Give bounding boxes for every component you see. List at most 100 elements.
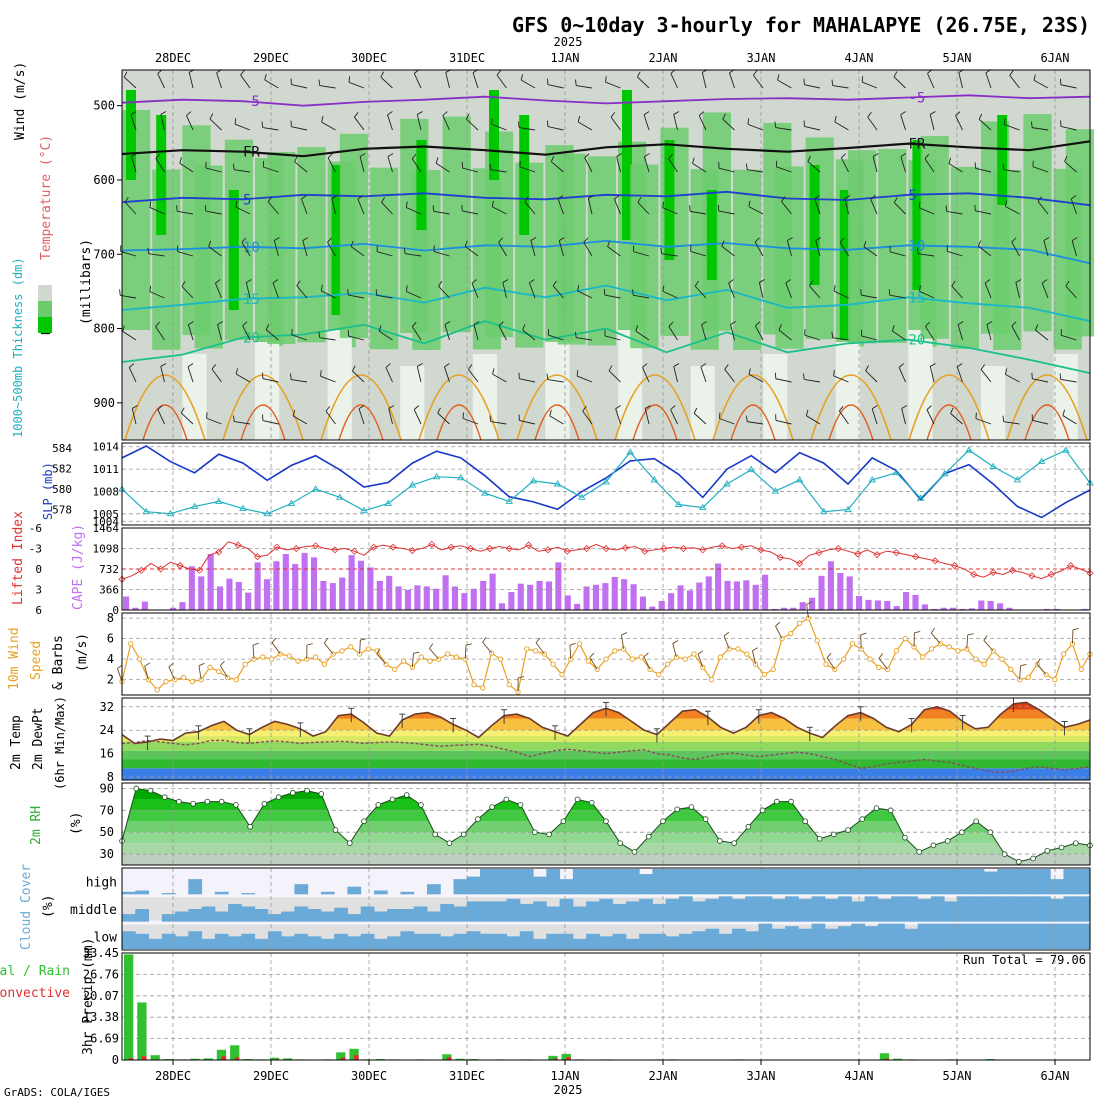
wind-barb	[927, 73, 935, 89]
wind-barb	[491, 123, 507, 131]
wind-barb	[748, 206, 764, 215]
wind-barb	[809, 285, 821, 299]
rh-shade-mid	[297, 147, 326, 343]
cloud-bar-middle	[294, 906, 309, 922]
wind-barb	[728, 282, 735, 299]
wind-barb	[693, 412, 707, 425]
cape-bar	[188, 566, 195, 610]
rh-marker	[1072, 840, 1079, 846]
surface-temp-contour	[730, 404, 776, 441]
cloud-bar-middle	[692, 901, 706, 922]
wind-barb-flag	[358, 405, 365, 410]
wind-barb-flag	[131, 153, 137, 158]
wind-barb	[267, 201, 279, 215]
wind-barb	[206, 417, 222, 425]
cape-bar	[790, 607, 797, 610]
cape-bar	[921, 604, 928, 610]
wind-barb-flag	[444, 321, 451, 326]
date-tick-bottom: 28DEC	[155, 1069, 191, 1083]
cloud-bar-middle	[188, 909, 203, 922]
rh-legend-swatch	[38, 285, 52, 301]
cloud-bar-middle	[413, 906, 428, 922]
wind-barb-flag	[929, 111, 936, 115]
cloud-bar-middle	[625, 901, 640, 922]
wind-barb	[975, 418, 992, 425]
wind-barb	[188, 72, 194, 89]
cloud-bar-high	[705, 869, 720, 895]
wind-barb	[406, 207, 422, 215]
surface-temp-contour	[516, 374, 598, 441]
precip-convective-bar	[446, 1057, 452, 1060]
cloud-layer-label: middle	[70, 903, 117, 918]
rh-shade-light	[835, 342, 860, 440]
thickness-tick-label: 580	[52, 483, 72, 496]
wind-barb	[668, 158, 678, 173]
wind-barb-flag	[444, 363, 450, 368]
panel-frame	[121, 442, 1091, 526]
rh-marker	[845, 827, 851, 833]
wind-speed-marker	[559, 671, 565, 678]
wind-speed-marker	[524, 646, 530, 652]
wind-barb-flag	[464, 240, 468, 247]
wind-barb	[464, 246, 479, 257]
rh-marker	[503, 796, 510, 803]
cloud-bar-low	[1063, 923, 1078, 949]
cloud-bar-low	[546, 933, 561, 949]
cloud-bar-middle	[559, 898, 574, 922]
wind-barb	[437, 412, 450, 425]
thickness-marker	[578, 493, 586, 500]
wind-barb-flag	[610, 112, 616, 118]
cape-bar	[752, 584, 759, 610]
cape-bar	[780, 607, 787, 610]
precip-total-bar	[283, 1058, 293, 1060]
wind-barb	[692, 163, 707, 173]
date-tick-bottom: 30DEC	[351, 1069, 387, 1083]
cloud-bar-middle	[572, 906, 587, 922]
wind-barb	[438, 285, 450, 299]
wind-barb	[608, 370, 621, 383]
wind-barb-flag	[826, 652, 832, 658]
wind-barb	[327, 157, 336, 173]
temp-contour-label: -5	[909, 90, 926, 106]
rh-shade-mid	[920, 136, 949, 339]
cape-bar	[931, 608, 938, 610]
cloud-bar-low	[1050, 923, 1064, 949]
cloud-bar-high	[692, 869, 706, 895]
precip-convective-bar	[884, 1058, 890, 1060]
wind-barb	[775, 378, 792, 383]
wind-barb	[1041, 282, 1049, 299]
surface-temp-contour	[418, 374, 500, 441]
cape-bar	[123, 596, 130, 610]
cloud-bar-low	[241, 933, 256, 949]
cape-bar	[818, 575, 825, 610]
cape-bar	[696, 582, 703, 610]
cloud-bar-low	[745, 931, 759, 949]
cape-bar	[705, 576, 712, 610]
cloud-bar-low	[148, 938, 163, 949]
wind-barb	[589, 657, 598, 670]
cloud-bar-high	[877, 869, 892, 895]
wind-barb	[208, 246, 222, 257]
temp-band	[122, 736, 1090, 742]
wind-barb	[1060, 84, 1077, 89]
surface-temp-contour	[436, 404, 482, 441]
wind-barb-flag	[359, 153, 366, 157]
wind-barb	[861, 81, 878, 89]
wind-barb	[925, 326, 935, 341]
year-label-top: 2025	[554, 35, 583, 49]
rh-marker	[432, 831, 438, 838]
cape-bar	[940, 607, 947, 610]
wind-barb	[673, 366, 678, 383]
li-marker	[737, 543, 746, 551]
wind-barb-flag	[417, 363, 423, 367]
wind-barb	[861, 335, 878, 341]
rh-marker	[332, 827, 339, 833]
wind-barb-flag	[643, 111, 650, 116]
wind-barb	[262, 378, 279, 383]
wind-barb-flag	[814, 195, 820, 200]
wind-barb	[747, 169, 764, 173]
cape-bar	[903, 592, 910, 610]
cloud-bar-middle	[731, 898, 746, 922]
wind-barb	[217, 324, 222, 341]
wind-barb-flag	[491, 200, 494, 207]
